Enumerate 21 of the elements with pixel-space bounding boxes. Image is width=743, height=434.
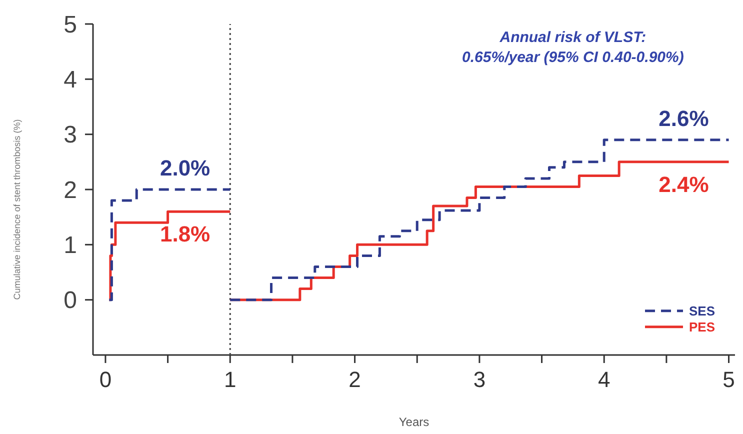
annotation: Annual risk of VLST: 0.65%/year (95% CI 0.40-0.90%) bbox=[462, 29, 684, 66]
y-tick-label: 0 bbox=[64, 287, 77, 314]
annotation: 1.8% bbox=[160, 222, 210, 247]
x-tick-label: 2 bbox=[348, 367, 361, 392]
annotation: 2.6% bbox=[658, 106, 709, 131]
y-tick-label: 3 bbox=[64, 122, 77, 149]
x-tick-label: 3 bbox=[473, 367, 486, 392]
y-axis-title: Cumulative incidence of stent thrombosis (%) bbox=[12, 119, 22, 300]
x-tick-label: 5 bbox=[722, 367, 735, 392]
x-tick-label: 4 bbox=[598, 367, 610, 392]
annotation: 2.0% bbox=[160, 156, 210, 180]
y-tick-label: 1 bbox=[64, 232, 77, 260]
legend-label: SES bbox=[689, 303, 716, 318]
y-tick-label: 4 bbox=[64, 66, 77, 94]
x-tick-label: 0 bbox=[99, 367, 112, 392]
x-axis-title: Years bbox=[398, 415, 430, 429]
x-tick-label: 1 bbox=[224, 367, 236, 392]
legend-label: PES bbox=[689, 319, 716, 334]
y-tick-label: 5 bbox=[64, 11, 77, 38]
y-tick-label: 2 bbox=[64, 176, 77, 204]
annotation: 2.4% bbox=[658, 172, 709, 197]
